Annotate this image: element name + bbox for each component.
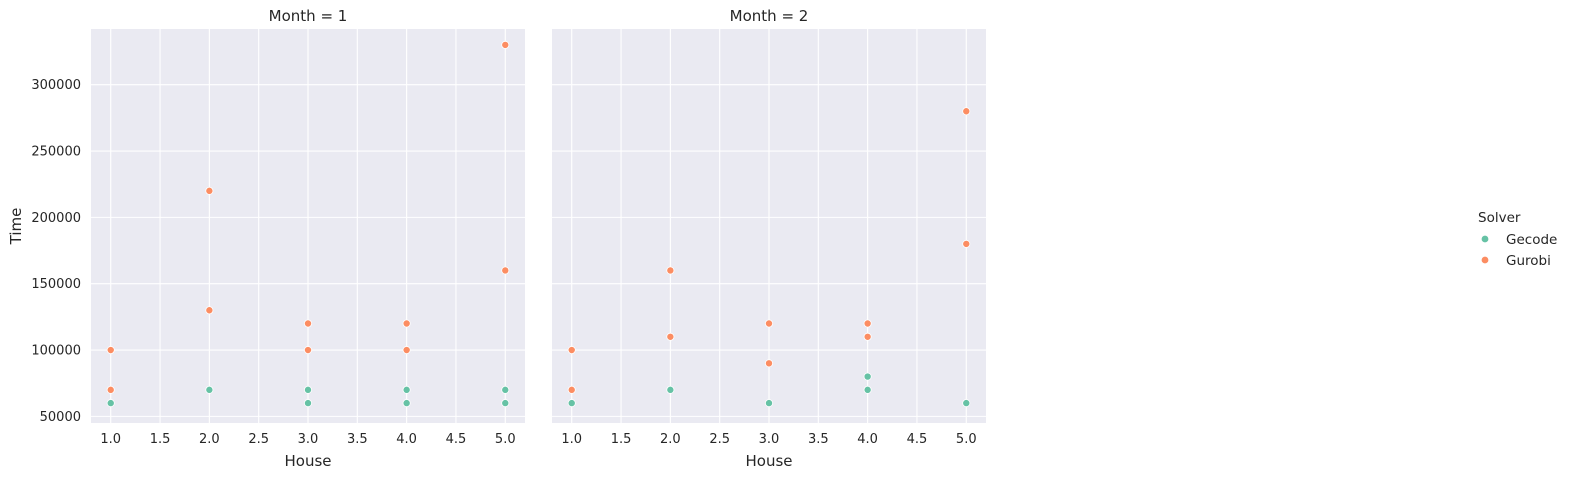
scatter-point	[205, 385, 214, 394]
y-tick-label: 100000	[31, 344, 81, 359]
x-tick-label: 3.0	[759, 432, 780, 447]
scatter-point	[501, 266, 510, 275]
scatter-point	[402, 346, 411, 355]
y-tick-label: 300000	[31, 78, 81, 93]
panel-2: 1.0 1.5 2.0 2.5 3.0 3.5 4.0 4.5 5.0 Month = 2 Hous…	[552, 7, 986, 470]
scatter-point	[303, 385, 312, 394]
scatter-point	[567, 346, 576, 355]
y-tick-label: 200000	[31, 211, 81, 226]
scatter-point	[205, 306, 214, 315]
x-tick-label: 2.0	[660, 432, 681, 447]
scatter-point	[765, 359, 774, 368]
scatter-point	[501, 40, 510, 49]
x-tick-label: 5.0	[956, 432, 977, 447]
legend: Solver Gecode Gurobi	[1478, 210, 1557, 269]
scatter-point	[402, 385, 411, 394]
legend-title: Solver	[1478, 210, 1521, 226]
x-axis-label: House	[745, 452, 792, 470]
scatter-point	[501, 385, 510, 394]
scatter-point	[106, 385, 115, 394]
series-gecode	[567, 372, 971, 408]
x-tick-label: 3.0	[298, 432, 319, 447]
series-gurobi	[567, 107, 971, 394]
x-tick-label: 2.5	[248, 432, 269, 447]
scatter-point	[567, 399, 576, 408]
scatter-point	[863, 319, 872, 328]
x-tick-label: 1.5	[611, 432, 632, 447]
scatter-point	[962, 239, 971, 248]
y-tick-label: 250000	[31, 145, 81, 160]
x-tick-label: 3.5	[808, 432, 829, 447]
scatter-point	[402, 399, 411, 408]
panel-1: 1.0 1.5 2.0 2.5 3.0 3.5 4.0 4.5 5.0 50000 100000 15…	[31, 7, 525, 470]
x-tick-label: 4.0	[396, 432, 417, 447]
series-gurobi	[106, 40, 510, 394]
y-axis-label: Time	[7, 208, 25, 246]
scatter-point	[106, 346, 115, 355]
legend-marker-gecode	[1480, 234, 1490, 244]
scatter-point	[666, 266, 675, 275]
legend-label-gurobi: Gurobi	[1506, 253, 1551, 269]
scatter-point	[402, 319, 411, 328]
x-tick-label: 4.5	[907, 432, 928, 447]
x-tick-label: 2.0	[199, 432, 220, 447]
x-tick-label: 1.0	[100, 432, 121, 447]
legend-label-gecode: Gecode	[1506, 232, 1557, 248]
x-tick-label: 4.5	[446, 432, 467, 447]
panel-title: Month = 1	[269, 7, 348, 25]
scatter-point	[666, 385, 675, 394]
panel-title: Month = 2	[730, 7, 809, 25]
y-tick-label: 150000	[31, 277, 81, 292]
scatter-point	[962, 399, 971, 408]
x-tick-label: 1.0	[561, 432, 582, 447]
scatter-point	[765, 319, 774, 328]
x-tick-label: 2.5	[709, 432, 730, 447]
x-tick-label: 1.5	[150, 432, 171, 447]
scatter-point	[501, 399, 510, 408]
scatter-point	[303, 399, 312, 408]
scatter-point	[567, 385, 576, 394]
scatter-point	[205, 186, 214, 195]
panels: 1.0 1.5 2.0 2.5 3.0 3.5 4.0 4.5 5.0 50000 100000 15…	[31, 7, 986, 470]
scatter-point	[863, 372, 872, 381]
scatter-point	[666, 332, 675, 341]
x-axis-label: House	[284, 452, 331, 470]
x-tick-label: 4.0	[857, 432, 878, 447]
scatter-point	[106, 399, 115, 408]
scatter-point	[863, 385, 872, 394]
legend-entries: Gecode Gurobi	[1480, 232, 1557, 269]
series-gecode	[106, 385, 510, 408]
legend-marker-gurobi	[1480, 255, 1490, 265]
x-tick-label: 5.0	[495, 432, 516, 447]
x-tick-label: 3.5	[347, 432, 368, 447]
scatter-point	[303, 346, 312, 355]
scatter-point	[962, 107, 971, 116]
scatter-point	[765, 399, 774, 408]
y-tick-label: 50000	[40, 410, 81, 425]
scatter-point	[863, 332, 872, 341]
scatter-point	[303, 319, 312, 328]
